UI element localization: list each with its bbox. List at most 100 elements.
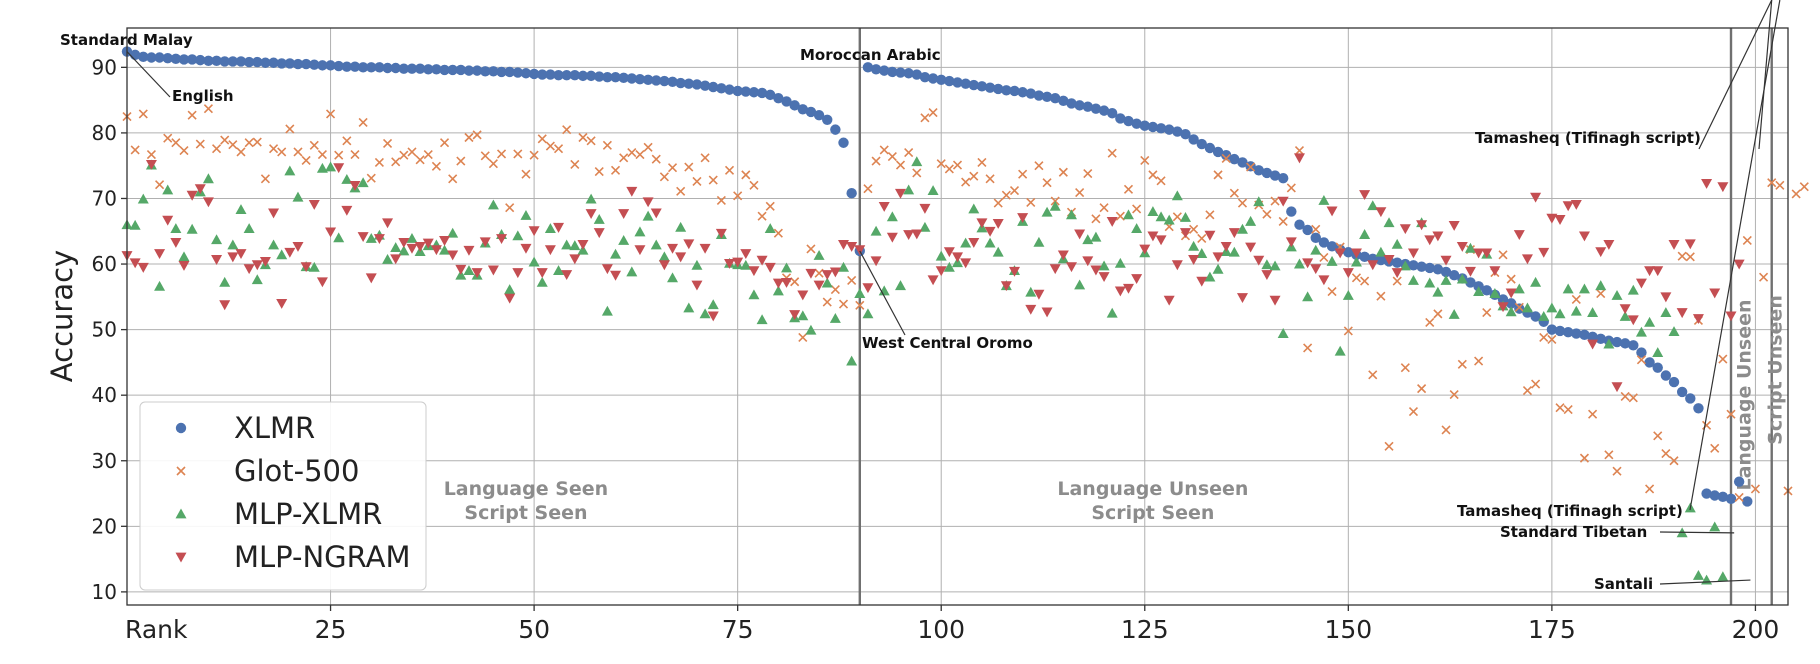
- annotation-label: Moroccan Arabic: [800, 46, 941, 64]
- point-glot-500: [1408, 407, 1419, 417]
- point-glot-500: [1083, 168, 1093, 179]
- point-mlp-xlmr: [1147, 206, 1159, 216]
- point-glot-500: [228, 140, 238, 150]
- point-glot-500: [1588, 409, 1598, 419]
- point-mlp-ngram: [732, 257, 744, 268]
- annotation-label: Santali: [1594, 575, 1653, 593]
- point-xlmr: [683, 78, 695, 89]
- point-mlp-ngram: [1228, 228, 1240, 239]
- point-glot-500: [700, 153, 710, 163]
- point-xlmr: [1286, 206, 1297, 217]
- point-mlp-xlmr: [1717, 571, 1729, 582]
- y-tick-label: 70: [92, 186, 117, 210]
- x-tick-label: 100: [917, 615, 965, 644]
- y-tick-label: 30: [92, 449, 117, 473]
- point-mlp-ngram: [821, 270, 833, 281]
- point-glot-500: [1539, 332, 1549, 343]
- region-label-line: Script Seen: [1091, 502, 1214, 524]
- point-mlp-ngram: [927, 275, 939, 286]
- point-xlmr: [504, 66, 515, 78]
- point-mlp-ngram: [308, 199, 320, 210]
- point-mlp-xlmr: [601, 305, 613, 316]
- point-xlmr: [1139, 120, 1150, 131]
- point-glot-500: [1742, 235, 1752, 246]
- point-mlp-ngram: [707, 311, 719, 322]
- point-mlp-ngram: [1473, 248, 1485, 259]
- point-xlmr: [1676, 386, 1688, 398]
- point-xlmr: [1725, 493, 1737, 504]
- point-glot-500: [1767, 178, 1777, 188]
- tick-labels: 10 20 30 40 50 60 70 80 90 25 50 75 100 125 150 175 200: [92, 55, 1780, 644]
- point-mlp-ngram: [447, 250, 459, 261]
- point-glot-500: [847, 275, 857, 286]
- legend-label: XLMR: [234, 411, 315, 445]
- point-mlp-xlmr: [154, 280, 166, 291]
- point-xlmr: [1562, 327, 1574, 338]
- point-glot-500: [448, 174, 458, 184]
- annotation-leader-line: [859, 250, 906, 336]
- point-mlp-xlmr: [667, 272, 679, 283]
- point-xlmr: [862, 62, 874, 73]
- annotation-leader-line: [1698, 0, 1773, 150]
- point-mlp-ngram: [1033, 289, 1045, 300]
- point-xlmr: [317, 60, 328, 71]
- point-mlp-ngram: [170, 238, 182, 248]
- point-mlp-ngram: [1074, 229, 1086, 240]
- point-xlmr: [1237, 157, 1248, 168]
- point-mlp-xlmr: [886, 211, 898, 222]
- point-mlp-xlmr: [235, 204, 247, 215]
- point-xlmr: [602, 71, 613, 83]
- point-mlp-ngram: [1049, 264, 1061, 275]
- point-xlmr: [911, 69, 922, 80]
- point-glot-500: [879, 145, 889, 155]
- x-tick-label: 125: [1121, 615, 1169, 644]
- point-xlmr: [537, 69, 548, 80]
- point-mlp-ngram: [618, 209, 630, 220]
- point-xlmr: [1302, 224, 1313, 236]
- point-mlp-xlmr: [854, 288, 866, 298]
- point-mlp-ngram: [903, 230, 915, 241]
- annotation-label: Standard Tibetan: [1500, 523, 1647, 541]
- point-mlp-xlmr: [398, 245, 410, 256]
- point-glot-500: [342, 136, 352, 146]
- point-mlp-xlmr: [1375, 246, 1387, 257]
- point-mlp-ngram: [1293, 153, 1305, 164]
- point-xlmr: [186, 54, 198, 65]
- point-glot-500: [773, 228, 783, 238]
- point-mlp-xlmr: [1269, 260, 1281, 271]
- point-glot-500: [1140, 155, 1150, 166]
- point-mlp-xlmr: [544, 223, 556, 234]
- point-xlmr: [1163, 124, 1175, 135]
- point-mlp-ngram: [1619, 304, 1631, 315]
- point-mlp-ngram: [1008, 266, 1020, 277]
- point-xlmr: [1172, 126, 1183, 137]
- point-glot-500: [163, 133, 173, 143]
- point-xlmr: [1082, 101, 1093, 112]
- point-glot-500: [684, 162, 694, 172]
- point-glot-500: [1791, 189, 1801, 199]
- point-glot-500: [920, 113, 930, 123]
- region-label-vertical: Script Unseen: [1764, 295, 1786, 445]
- point-xlmr: [333, 60, 344, 72]
- point-glot-500: [667, 163, 678, 173]
- point-mlp-ngram: [1065, 262, 1077, 273]
- point-glot-500: [130, 145, 140, 155]
- point-xlmr: [1644, 357, 1655, 368]
- point-mlp-ngram: [862, 283, 874, 294]
- point-xlmr: [708, 81, 719, 93]
- point-mlp-xlmr: [1692, 569, 1704, 580]
- point-mlp-xlmr: [202, 173, 214, 184]
- point-mlp-xlmr: [1603, 338, 1615, 349]
- point-mlp-ngram: [984, 226, 996, 237]
- point-xlmr: [1375, 254, 1387, 266]
- point-glot-500: [912, 168, 922, 178]
- point-mlp-ngram: [829, 267, 841, 278]
- point-xlmr: [512, 67, 524, 78]
- point-mlp-xlmr: [1155, 211, 1167, 222]
- point-xlmr: [170, 53, 182, 65]
- point-mlp-ngram: [601, 264, 613, 275]
- point-mlp-xlmr: [1399, 260, 1411, 271]
- point-glot-500: [602, 140, 612, 150]
- point-mlp-ngram: [1261, 270, 1273, 281]
